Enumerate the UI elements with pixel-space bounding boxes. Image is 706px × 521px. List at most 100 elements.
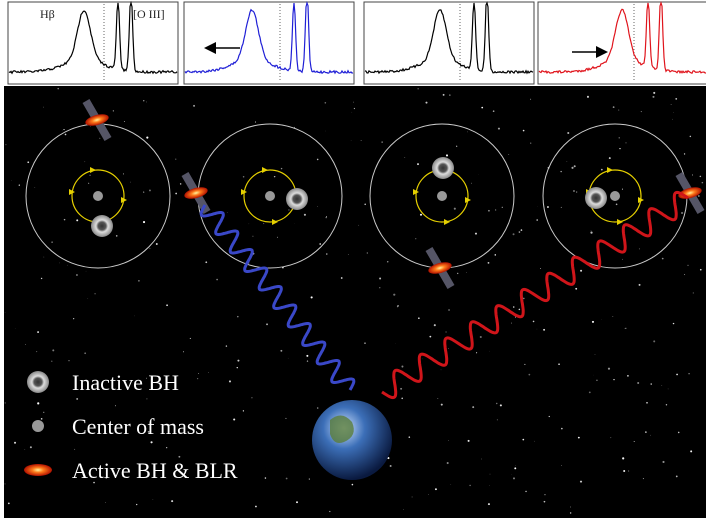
star bbox=[499, 404, 502, 407]
star bbox=[228, 380, 232, 383]
star bbox=[242, 410, 245, 412]
star bbox=[379, 286, 381, 289]
star bbox=[189, 337, 191, 340]
star bbox=[149, 248, 151, 249]
star bbox=[701, 181, 704, 184]
star bbox=[317, 206, 318, 207]
star bbox=[418, 317, 420, 320]
star bbox=[280, 167, 283, 170]
star bbox=[364, 342, 366, 344]
star bbox=[447, 440, 449, 441]
star bbox=[615, 203, 618, 206]
star bbox=[419, 213, 423, 216]
star bbox=[661, 257, 664, 260]
star bbox=[255, 505, 257, 508]
star bbox=[216, 278, 218, 281]
star bbox=[570, 506, 571, 508]
star bbox=[166, 447, 168, 449]
star bbox=[467, 131, 468, 133]
star bbox=[474, 232, 477, 235]
star bbox=[340, 277, 343, 279]
star bbox=[408, 436, 411, 438]
star bbox=[325, 217, 327, 219]
star bbox=[429, 335, 432, 338]
star bbox=[494, 254, 497, 256]
star bbox=[147, 431, 150, 433]
star bbox=[226, 212, 228, 213]
orbit-arrow bbox=[241, 189, 247, 195]
star bbox=[319, 243, 322, 245]
star bbox=[105, 502, 106, 503]
star bbox=[586, 95, 589, 98]
star bbox=[560, 170, 562, 173]
star bbox=[496, 402, 498, 405]
star bbox=[515, 465, 516, 466]
star bbox=[306, 354, 309, 357]
earth bbox=[312, 400, 392, 480]
star bbox=[135, 503, 138, 506]
star bbox=[417, 88, 419, 90]
star bbox=[434, 488, 437, 491]
star bbox=[146, 136, 149, 139]
star bbox=[618, 137, 620, 139]
star bbox=[5, 144, 7, 146]
legend-label: Active BH & BLR bbox=[72, 458, 238, 483]
star bbox=[24, 449, 26, 450]
star bbox=[528, 373, 531, 376]
inactive-bh bbox=[91, 215, 113, 237]
star bbox=[612, 316, 614, 317]
star bbox=[445, 154, 449, 157]
legend-label: Inactive BH bbox=[72, 370, 179, 395]
star bbox=[43, 256, 45, 258]
star bbox=[59, 262, 60, 264]
star bbox=[662, 460, 665, 464]
star bbox=[428, 494, 429, 496]
star bbox=[571, 166, 574, 169]
star bbox=[692, 174, 693, 176]
star bbox=[448, 309, 450, 311]
star bbox=[353, 107, 356, 110]
star bbox=[37, 402, 40, 405]
star bbox=[487, 261, 490, 264]
star bbox=[569, 512, 572, 514]
star bbox=[667, 388, 669, 390]
red-wave bbox=[381, 190, 689, 400]
active-bh bbox=[184, 187, 208, 199]
star bbox=[57, 87, 59, 90]
star bbox=[123, 121, 125, 123]
star bbox=[690, 450, 693, 453]
star bbox=[590, 230, 592, 232]
star bbox=[329, 510, 331, 513]
star bbox=[326, 253, 328, 255]
star bbox=[558, 363, 560, 366]
star bbox=[360, 140, 362, 141]
star bbox=[612, 106, 615, 108]
star bbox=[155, 242, 158, 245]
legend-icon bbox=[27, 371, 49, 393]
star bbox=[536, 219, 538, 221]
star bbox=[294, 126, 295, 128]
star bbox=[242, 175, 245, 178]
star bbox=[684, 274, 686, 276]
star bbox=[539, 268, 541, 269]
star bbox=[4, 483, 6, 485]
star bbox=[264, 477, 267, 479]
star bbox=[43, 106, 44, 108]
star bbox=[548, 415, 550, 418]
star bbox=[37, 331, 39, 333]
star bbox=[496, 419, 498, 421]
star bbox=[143, 100, 145, 102]
star bbox=[198, 373, 200, 374]
star bbox=[488, 209, 490, 212]
star bbox=[653, 340, 656, 343]
star bbox=[350, 140, 352, 141]
star bbox=[623, 469, 626, 472]
star bbox=[518, 308, 521, 311]
star bbox=[576, 191, 578, 193]
star bbox=[89, 174, 91, 176]
star bbox=[672, 322, 675, 325]
star bbox=[25, 344, 26, 345]
star bbox=[73, 318, 75, 320]
star bbox=[625, 142, 627, 144]
star bbox=[680, 211, 684, 215]
